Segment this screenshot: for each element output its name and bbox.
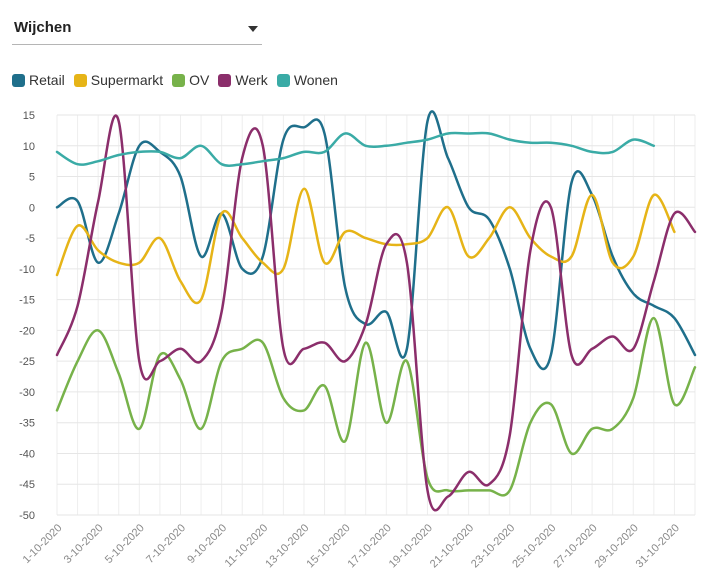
x-tick-label: 3-10-2020 [62, 522, 106, 566]
y-tick-label: 15 [23, 110, 35, 122]
legend-label: OV [189, 72, 210, 88]
legend-label: Wonen [293, 72, 338, 88]
y-tick-label: 0 [29, 202, 35, 214]
legend-label: Retail [29, 72, 65, 88]
legend-swatch [73, 73, 87, 87]
y-tick-label: -20 [19, 325, 35, 337]
legend-swatch [276, 73, 290, 87]
chart-legend: Retail Supermarkt OV Werk Wonen [12, 72, 347, 88]
y-tick-label: -30 [19, 387, 35, 399]
x-tick-label: 7-10-2020 [144, 522, 188, 566]
y-tick-label: -25 [19, 356, 35, 368]
y-tick-label: -50 [19, 510, 35, 522]
chevron-down-icon[interactable] [248, 26, 258, 32]
legend-item-werk[interactable]: Werk [218, 72, 268, 88]
legend-item-retail[interactable]: Retail [12, 72, 65, 88]
legend-label: Supermarkt [90, 72, 164, 88]
legend-item-ov[interactable]: OV [172, 72, 209, 88]
x-tick-label: 1-10-2020 [21, 522, 65, 566]
y-tick-label: 10 [23, 141, 35, 153]
x-tick-label: 5-10-2020 [103, 522, 147, 566]
legend-item-supermarkt[interactable]: Supermarkt [73, 72, 164, 88]
y-tick-label: -15 [19, 295, 35, 307]
x-tick-label: 31-10-2020 [634, 522, 682, 570]
series-line-ov [55, 316, 697, 497]
legend-swatch [172, 73, 186, 87]
series-line-wonen [55, 131, 656, 167]
municipality-select-value: Wijchen [14, 19, 72, 36]
municipality-select[interactable]: Wijchen [12, 12, 262, 45]
y-tick-label: -40 [19, 448, 35, 460]
legend-item-wonen[interactable]: Wonen [276, 72, 338, 88]
legend-label: Werk [235, 72, 268, 88]
y-tick-label: -10 [19, 264, 35, 276]
x-tick-label: 9-10-2020 [185, 522, 229, 566]
series-line-werk [55, 114, 697, 512]
y-tick-label: -5 [25, 233, 35, 245]
series-line-retail [55, 110, 697, 371]
series-line-supermarkt [55, 187, 676, 305]
y-tick-label: -35 [19, 418, 35, 430]
y-tick-label: -45 [19, 479, 35, 491]
legend-swatch [218, 73, 232, 87]
y-tick-label: 5 [29, 172, 35, 184]
legend-swatch [12, 73, 25, 87]
